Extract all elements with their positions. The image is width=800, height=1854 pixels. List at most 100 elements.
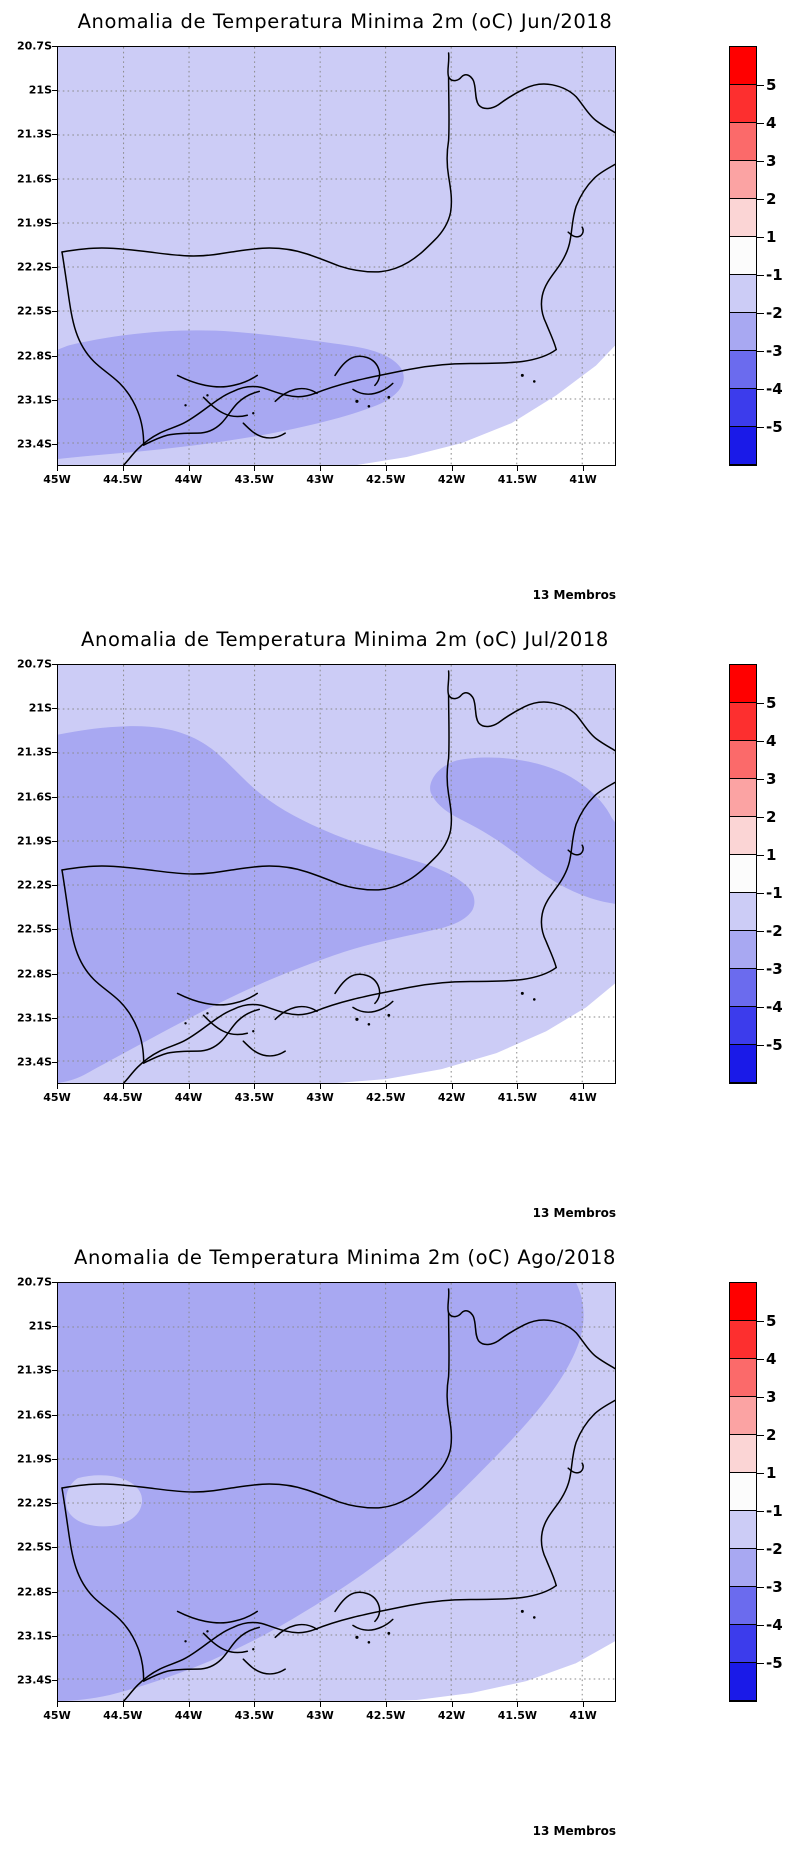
colorbar-tick-label: 2 — [766, 1425, 777, 1444]
colorbar-tick-label: -3 — [766, 1577, 783, 1596]
anomaly-patch-nw — [64, 743, 141, 795]
colorbar-segment — [730, 47, 756, 85]
y-axis-label: 23.4S — [16, 1673, 52, 1687]
anomaly-band-2to3 — [58, 726, 475, 1083]
y-axis-label: 21.9S — [16, 834, 52, 848]
y-axis-label: 21.3S — [16, 745, 52, 759]
colorbar-tick-label: -1 — [766, 883, 783, 902]
x-axis-label: 43.5W — [234, 1091, 274, 1104]
colorbar-segment — [730, 160, 756, 199]
y-axis-label: 20.7S — [16, 1275, 52, 1289]
colorbar-segment — [730, 1586, 756, 1625]
members-footer: 13 Membros — [532, 1824, 616, 1838]
colorbar-segment — [730, 665, 756, 703]
colorbar-segment — [730, 1320, 756, 1359]
colorbar-segment — [730, 198, 756, 237]
y-axis-label: 23.1S — [16, 1629, 52, 1643]
map-canvas — [58, 665, 615, 1083]
colorbar-tick-label: -4 — [766, 997, 783, 1016]
x-axis-label: 42.5W — [366, 1091, 406, 1104]
y-axis-label: 22.5S — [16, 1540, 52, 1554]
panel-jul: Anomalia de Temperatura Minima 2m (oC) J… — [0, 618, 800, 1236]
axis-layer: 20.7S 21S 21.3S 21.6S 21.9S 22.2S 22.5S … — [17, 40, 616, 487]
y-axis-label: 22.8S — [16, 1585, 52, 1598]
colorbar-tick-label: -3 — [766, 341, 783, 360]
panel-title: Anomalia de Temperatura Minima 2m (oC) J… — [77, 10, 613, 33]
x-axis-label: 42W — [437, 1709, 466, 1722]
colorbar-segment — [730, 968, 756, 1007]
colorbar-segment — [730, 702, 756, 741]
x-axis-label: 41W — [569, 1709, 597, 1722]
colorbar-segment — [730, 426, 756, 465]
colorbar-tick-label: 3 — [766, 769, 777, 788]
x-axis-label: 45W — [43, 473, 71, 486]
map-gridlines — [58, 1283, 615, 1701]
colorbar-segment — [730, 930, 756, 969]
colorbar-tick-label: -5 — [766, 1653, 783, 1672]
map-gridlines — [58, 665, 615, 1083]
map-plot — [57, 1282, 616, 1702]
colorbar-tick-label: 4 — [766, 1349, 777, 1368]
colorbar: 5 4 3 2 1 -1 -2 -3 -4 -5 — [729, 46, 783, 466]
x-axis-label: 43W — [306, 1091, 334, 1104]
colorbar-tick-label: -2 — [766, 921, 783, 940]
axis-layer: 20.7S 21S 21.3S 21.6S 21.9S 22.2S 22.5S … — [17, 658, 616, 1105]
colorbar-segment — [730, 1006, 756, 1045]
islands — [184, 991, 536, 1033]
colorbar-tick-label: 1 — [766, 227, 777, 246]
islands — [184, 1609, 536, 1651]
y-axis-label: 23.4S — [16, 437, 52, 451]
x-axis-label: 41.5W — [497, 473, 538, 486]
y-axis-label: 21S — [28, 701, 52, 715]
colorbar-tick-label: 5 — [766, 75, 777, 94]
x-axis-label: 41W — [569, 473, 597, 486]
map-plot — [57, 664, 616, 1084]
colorbar-tick-label: 3 — [766, 1387, 777, 1406]
colorbar-tick-label: 5 — [766, 1311, 777, 1330]
map-svg — [58, 1283, 615, 1701]
colorbar-tick-label: 3 — [766, 151, 777, 170]
colorbar-segment — [730, 122, 756, 161]
y-axis-label: 22.8S — [16, 349, 52, 362]
x-axis-label: 42W — [437, 473, 466, 486]
colorbar-segment — [730, 778, 756, 817]
members-footer: 13 Membros — [532, 588, 616, 602]
y-axis-label: 22.2S — [16, 260, 52, 274]
colorbar-segment — [730, 1624, 756, 1663]
y-axis-label: 23.1S — [16, 1011, 52, 1025]
y-axis-label: 22.2S — [16, 878, 52, 892]
colorbar-segment — [730, 1396, 756, 1435]
y-axis-label: 21.6S — [16, 1408, 52, 1422]
x-axis-label: 44.5W — [103, 1709, 143, 1722]
colorbar-segment — [730, 1472, 756, 1511]
axis-layer: 20.7S 21S 21.3S 21.6S 21.9S 22.2S 22.5S … — [17, 1276, 616, 1723]
coastline-outline — [61, 670, 615, 1083]
y-axis-label: 20.7S — [16, 39, 52, 53]
y-axis-label: 22.8S — [16, 967, 52, 980]
map-svg — [58, 47, 615, 465]
anomaly-band-2to3 — [58, 1283, 584, 1701]
colorbar-tick-label: -5 — [766, 417, 783, 436]
x-axis-label: 42.5W — [366, 473, 406, 486]
x-axis-label: 44.5W — [103, 1091, 143, 1104]
x-axis-label: 42W — [437, 1091, 466, 1104]
colorbar-tick-label: 5 — [766, 693, 777, 712]
y-axis-label: 21.6S — [16, 790, 52, 804]
x-axis-label: 45W — [43, 1709, 71, 1722]
colorbar-segment — [730, 816, 756, 855]
x-axis-label: 44W — [174, 1091, 203, 1104]
y-axis-label: 20.7S — [16, 657, 52, 671]
x-axis-label: 41.5W — [497, 1091, 538, 1104]
y-axis-label: 21.3S — [16, 1363, 52, 1377]
colorbar: 5 4 3 2 1 -1 -2 -3 -4 -5 — [729, 664, 783, 1084]
colorbar-segment — [730, 892, 756, 931]
x-axis-label: 41.5W — [497, 1709, 538, 1722]
x-axis-label: 43W — [306, 1709, 334, 1722]
anomaly-patch-w — [65, 1475, 143, 1527]
y-axis-label: 21.9S — [16, 216, 52, 230]
colorbar-tick-label: -1 — [766, 1501, 783, 1520]
colorbar-tick-label: 2 — [766, 189, 777, 208]
colorbar-segment — [730, 388, 756, 427]
y-axis-label: 21S — [28, 83, 52, 97]
